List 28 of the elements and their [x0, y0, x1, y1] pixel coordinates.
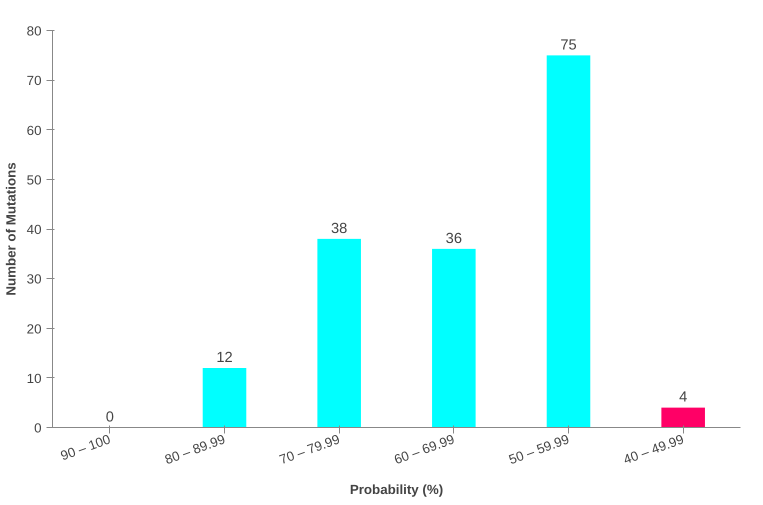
bar [546, 55, 590, 428]
bar [661, 408, 705, 428]
x-tick-label: 80 – 89.99 [162, 431, 228, 468]
data-label: 75 [560, 37, 577, 54]
bar [317, 238, 361, 428]
y-tick-label: 50 [26, 172, 42, 188]
y-tick-label: 20 [26, 321, 42, 336]
data-label: 36 [446, 230, 462, 247]
x-tick-label: 70 – 79.99 [277, 431, 342, 468]
x-axis-title: Probability (%) [350, 482, 444, 498]
y-axis-title: Number of Mutations [4, 162, 19, 296]
y-tick-label: 60 [26, 122, 42, 138]
y-tick-label: 80 [26, 24, 42, 38]
bar [432, 248, 476, 428]
y-tick-label: 70 [26, 73, 42, 88]
y-tick-label: 10 [26, 370, 42, 386]
x-tick-label: 90 – 100 [58, 431, 112, 464]
bar [202, 368, 246, 428]
data-label: 38 [331, 220, 348, 237]
data-label: 12 [216, 350, 233, 366]
y-tick-label: 40 [26, 222, 42, 237]
x-tick-label: 50 – 59.99 [506, 431, 572, 468]
data-label: 4 [679, 390, 688, 406]
y-tick-label: 0 [34, 420, 42, 436]
x-tick-label: 60 – 69.99 [392, 431, 456, 468]
x-tick-label: 40 – 49.99 [621, 431, 686, 468]
y-tick-label: 30 [26, 272, 42, 287]
data-label: 0 [106, 410, 114, 426]
